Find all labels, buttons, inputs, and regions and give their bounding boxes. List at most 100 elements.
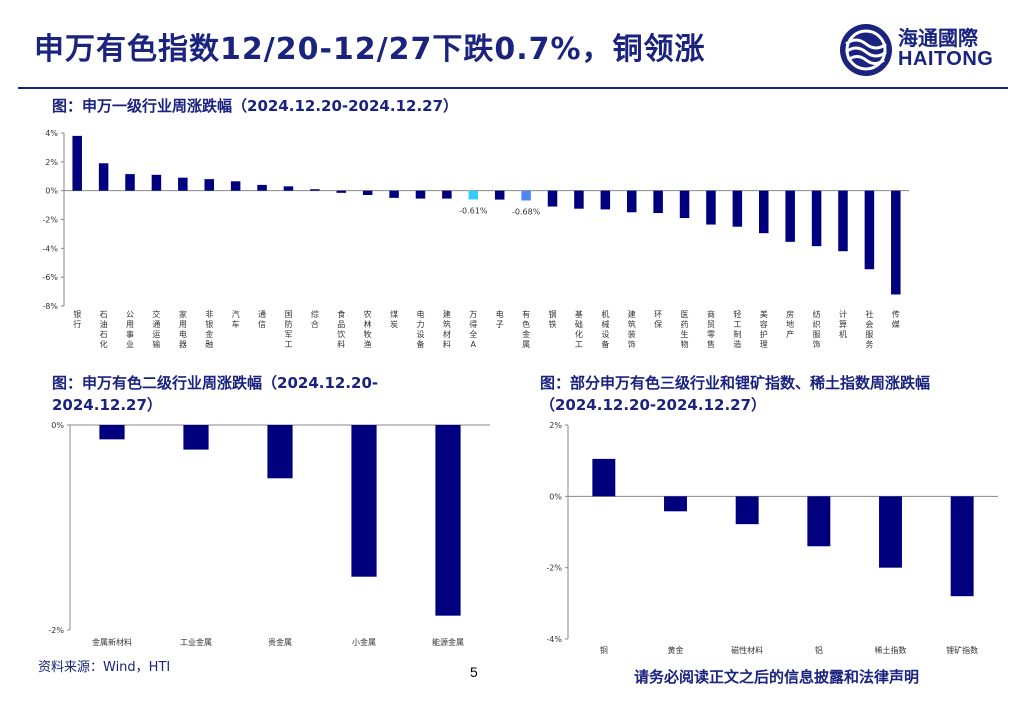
bar-黄金	[664, 496, 687, 512]
bar-银行	[72, 135, 82, 191]
nonferrous-level2-chart: 0% -2% 金属新材料 工业金属 贵金属 小金属 能源金属	[48, 421, 490, 647]
bar-公用事业	[125, 174, 135, 191]
category-label: 铝	[815, 645, 823, 655]
category-label: 纺织服饰	[813, 309, 821, 349]
category-label: 锂矿指数	[946, 645, 978, 655]
bar-钢铁	[547, 190, 558, 207]
category-label: 钢铁	[549, 309, 557, 329]
bar-石油石化	[98, 163, 109, 191]
y-tick-label: 0%	[45, 187, 58, 196]
bar-轻工制造	[732, 190, 743, 227]
y-tick-label: 2%	[45, 158, 58, 167]
bar-金属新材料	[99, 425, 125, 440]
category-label: 机械设备	[601, 309, 609, 349]
logo-english-name: HAITONG	[898, 48, 994, 70]
bar-小金属	[351, 425, 377, 577]
legal-disclaimer: 请务必阅读正文之后的信息披露和法律声明	[634, 668, 920, 686]
category-label: 基础化工	[575, 309, 583, 349]
bar-煤炭	[389, 190, 399, 198]
category-label: 交通运输	[152, 309, 160, 349]
y-tick-label: 0%	[51, 421, 64, 430]
bar-美容护理	[759, 190, 769, 234]
bar-电力设备	[415, 190, 426, 199]
category-label: 食品饮料	[337, 309, 345, 349]
category-label: 汽车	[232, 309, 240, 329]
category-label: 环保	[654, 310, 662, 329]
bar-电子	[494, 190, 505, 200]
bar-建筑装饰	[626, 190, 637, 213]
bar-基础化工	[574, 190, 584, 209]
bar-计算机	[838, 190, 848, 252]
bar-汽车	[230, 181, 241, 191]
bar-商贸零售	[706, 190, 716, 225]
y-tick-label: -2%	[42, 216, 58, 225]
bar-工业金属	[183, 425, 209, 450]
category-label: 计算机	[839, 309, 847, 339]
category-label: 铜	[600, 645, 608, 655]
category-label: 工业金属	[180, 637, 212, 647]
data-source: 资料来源：Wind，HTI	[38, 660, 171, 675]
bar-有色金属	[521, 190, 531, 201]
y-tick-label: -4%	[42, 244, 58, 253]
bar-纺织服饰	[811, 190, 822, 247]
category-label: 农林牧渔	[364, 309, 372, 349]
page-title: 申万有色指数12/20-12/27下跌0.7%，铜领涨	[34, 32, 706, 67]
category-label: 房地产	[786, 309, 794, 339]
bar-家用电器	[178, 177, 188, 191]
bar-交通运输	[151, 174, 162, 191]
bar-食品饮料	[336, 190, 347, 193]
data-label: -0.68%	[512, 207, 541, 216]
bar-非银金融	[204, 179, 214, 191]
bar-机械设备	[600, 190, 611, 210]
page-number: 5	[470, 664, 478, 680]
category-label: 小金属	[352, 637, 376, 647]
bar-磁性材料	[735, 496, 759, 525]
figure1-title: 图：申万一级行业周涨跌幅（2024.12.20-2024.12.27）	[52, 97, 459, 115]
category-label: 银行	[73, 309, 81, 329]
bar-稀土指数	[879, 496, 902, 568]
header-divider	[18, 87, 1008, 89]
category-label: 家用电器	[179, 309, 187, 349]
bar-医药生物	[679, 190, 690, 219]
y-tick-label: -2%	[546, 564, 562, 573]
sw-level1-industry-chart: 4% 2% 0% -2% -4% -6% -8% 银行 石油石化 公用事业 交通运输 家用电器 非银金融…	[42, 129, 909, 349]
category-label: 万得全 A	[469, 310, 477, 349]
category-label: 能源金属	[432, 637, 464, 647]
bar-万得全A	[468, 190, 479, 200]
category-label: 黄金	[668, 645, 684, 655]
y-tick-label: -6%	[42, 273, 58, 282]
category-label: 国防军工	[284, 310, 292, 349]
bar-环保	[653, 190, 663, 214]
y-tick-label: 2%	[549, 421, 562, 430]
category-label: 有色金属	[522, 309, 530, 349]
bar-铝	[807, 496, 831, 547]
category-label: 商贸零售	[707, 309, 715, 349]
category-label: 稀土指数	[875, 645, 907, 655]
y-tick-label: -2%	[48, 626, 64, 635]
category-label: 通信	[258, 309, 266, 329]
y-tick-label: -8%	[42, 302, 58, 311]
category-label: 传媒	[892, 309, 900, 329]
data-label: -0.61%	[459, 206, 488, 215]
category-label: 医药生物	[681, 310, 689, 349]
bar-贵金属	[267, 425, 293, 479]
category-label: 美容护理	[760, 309, 768, 349]
bar-社会服务	[864, 190, 875, 270]
category-label: 金属新材料	[92, 637, 132, 647]
bar-传媒	[891, 190, 901, 295]
figure2-title: 图：申万有色二级行业周涨跌幅（2024.12.20-2024.12.27）	[52, 374, 379, 414]
haitong-emblem-icon	[840, 24, 892, 76]
bar-房地产	[785, 190, 795, 242]
category-label: 建筑装饰	[628, 309, 636, 349]
category-label: 轻工制造	[733, 309, 741, 349]
y-tick-label: 0%	[549, 492, 562, 501]
nonferrous-level3-chart: 2% 0% -2% -4% 铜 黄金 磁性材料 铝 稀土指数 锂矿指数	[546, 421, 998, 655]
category-label: 综合	[311, 309, 319, 329]
bar-建筑材料	[442, 190, 452, 199]
haitong-logo: 海通國際 HAITONG	[838, 18, 998, 82]
bar-农林牧渔	[362, 190, 373, 195]
bar-铜	[592, 458, 616, 497]
category-label: 电子	[496, 309, 504, 329]
category-label: 贵金属	[268, 637, 292, 647]
y-tick-label: -4%	[546, 635, 562, 644]
